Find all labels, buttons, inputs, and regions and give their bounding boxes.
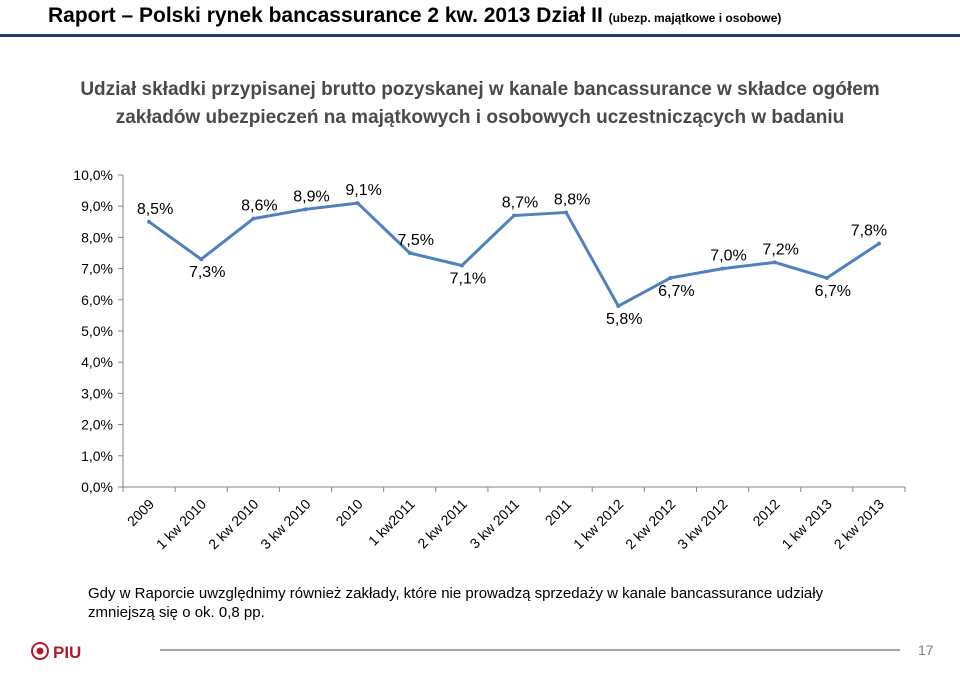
y-tick-label: 7,0% (81, 261, 113, 277)
chart-title: Udział składki przypisanej brutto pozysk… (80, 79, 880, 128)
data-label: 5,8% (606, 311, 642, 328)
data-label: 8,5% (137, 201, 173, 218)
data-point (407, 251, 412, 255)
x-tick-label: 2011 (542, 496, 575, 529)
x-tick-label: 2 kw 2010 (205, 496, 262, 553)
y-tick-label: 9,0% (81, 198, 113, 214)
data-label: 9,1% (345, 182, 381, 199)
chart-series: 8,5% 7,3% 8,6% 8,9% 9,1% 7,5% 7,1% 8,7% 8,8% 5,8%… (137, 182, 887, 328)
data-point (564, 210, 569, 215)
line-chart: 0,0% 1,0% 2,0% 3,0% 4,0% 5,0% 6,0% 7,0% 8,0% 9,0%… (73, 167, 906, 553)
data-label: 8,7% (502, 195, 538, 212)
x-tick-label: 1 kw 2013 (778, 496, 835, 553)
data-label: 6,7% (658, 283, 694, 300)
page-title-text: Raport – Polski rynek bancassurance 2 kw… (48, 4, 603, 27)
data-label: 7,3% (189, 264, 225, 281)
header-bar: Raport – Polski rynek bancassurance 2 kw… (0, 0, 960, 37)
x-tick-label: 3 kw 2011 (466, 496, 522, 552)
x-tick-label: 2012 (749, 496, 782, 529)
y-tick-label: 5,0% (81, 323, 113, 339)
data-point (824, 275, 829, 280)
y-tick-label: 2,0% (81, 417, 113, 433)
logo-ring (31, 642, 49, 660)
data-label: 6,7% (815, 283, 851, 300)
x-tick-label: 1 kw 2010 (153, 496, 210, 553)
data-label: 8,6% (241, 198, 277, 215)
y-tick-label: 3,0% (81, 385, 113, 401)
data-point (459, 263, 464, 268)
y-tick-label: 1,0% (81, 448, 113, 464)
data-point (772, 260, 777, 265)
data-point (876, 241, 881, 246)
logo-dot (36, 647, 44, 655)
x-tick-label: 2009 (124, 496, 157, 529)
data-point (720, 266, 725, 271)
data-point (199, 257, 204, 262)
data-label: 7,8% (851, 223, 887, 240)
x-tick-label: 2 kw 2012 (622, 496, 679, 553)
x-tick-label: 3 kw 2010 (257, 496, 314, 553)
x-tick-label: 1 kw2011 (365, 496, 418, 549)
data-point (251, 216, 256, 221)
data-label: 7,1% (450, 270, 486, 287)
y-tick-label: 0,0% (81, 479, 113, 495)
x-tick-label: 1 kw 2012 (570, 496, 627, 553)
data-label: 8,8% (554, 191, 590, 208)
header-divider (0, 34, 960, 37)
data-point (355, 201, 360, 206)
data-label: 8,9% (293, 188, 329, 205)
footnote: Gdy w Raporcie uwzględnimy również zakła… (88, 585, 824, 621)
y-tick-label: 10,0% (73, 167, 113, 183)
data-label: 7,2% (762, 241, 798, 258)
data-point (668, 275, 673, 280)
x-tick-label: 2 kw 2011 (414, 496, 470, 552)
data-point (303, 207, 308, 212)
page-number: 17 (918, 642, 934, 658)
piu-logo: PIU (31, 642, 81, 662)
data-point (147, 219, 152, 224)
chart-axes: 0,0% 1,0% 2,0% 3,0% 4,0% 5,0% 6,0% 7,0% 8,0% 9,0%… (73, 167, 906, 553)
page-subtitle: (ubezp. majątkowe i osobowe) (608, 11, 782, 25)
page-title: Raport – Polski rynek bancassurance 2 kw… (48, 4, 781, 28)
logo-text: PIU (53, 643, 81, 662)
x-tick-label: 3 kw 2012 (674, 496, 731, 553)
y-tick-label: 4,0% (81, 354, 113, 370)
y-tick-label: 8,0% (81, 229, 113, 245)
x-tick-label: 2 kw 2013 (831, 496, 888, 553)
data-point (616, 304, 621, 309)
data-point (512, 213, 516, 218)
y-tick-label: 6,0% (81, 292, 113, 308)
x-tick-label: 2010 (332, 496, 365, 529)
footer-divider (160, 649, 900, 651)
data-label: 7,5% (397, 232, 433, 249)
data-label: 7,0% (710, 248, 746, 265)
